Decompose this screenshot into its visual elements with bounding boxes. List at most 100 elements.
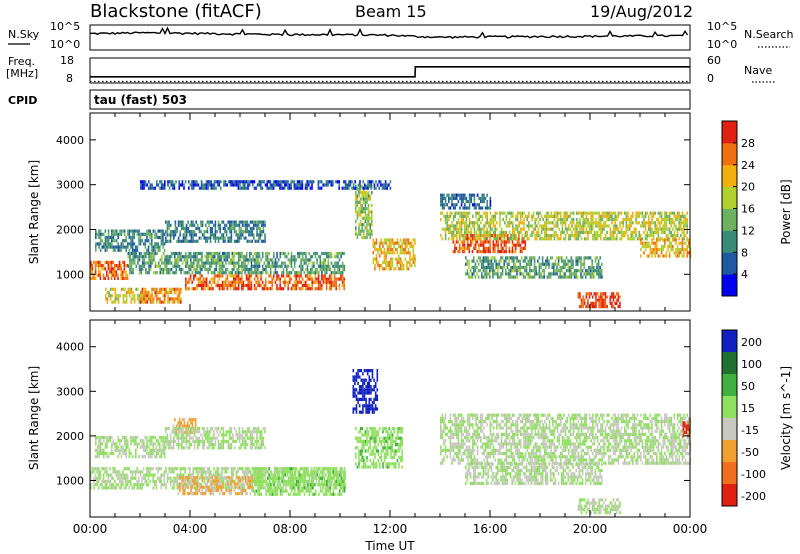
data-cell: [500, 211, 503, 215]
data-cell: [665, 211, 668, 215]
data-cell: [576, 227, 578, 231]
data-cell: [254, 223, 257, 227]
data-cell: [199, 476, 202, 480]
data-cell: [444, 196, 447, 200]
data-cell: [571, 211, 573, 215]
data-cell: [468, 237, 471, 241]
data-cell: [178, 267, 181, 272]
data-cell: [219, 473, 222, 477]
data-cell: [224, 239, 226, 243]
data-cell: [246, 473, 249, 477]
data-cell: [374, 241, 376, 245]
data-cell: [106, 235, 108, 240]
data-cell: [154, 290, 156, 295]
data-cell: [180, 183, 182, 187]
data-cell: [201, 492, 204, 496]
data-cell: [486, 250, 488, 254]
data-cell: [547, 218, 549, 222]
data-cell: [333, 274, 336, 278]
data-cell: [485, 272, 488, 276]
data-cell: [611, 237, 613, 241]
data-cell: [633, 230, 636, 234]
data-cell: [233, 255, 235, 259]
data-cell: [200, 236, 202, 240]
data-cell: [212, 255, 214, 259]
data-cell: [503, 259, 505, 263]
data-cell: [266, 183, 268, 187]
data-cell: [152, 245, 155, 249]
data-cell: [218, 470, 220, 474]
data-cell: [612, 211, 615, 215]
data-cell: [256, 226, 258, 231]
data-cell: [303, 280, 305, 284]
data-cell: [277, 274, 280, 278]
data-cell: [96, 479, 98, 484]
data-cell: [636, 221, 639, 225]
data-cell: [233, 223, 236, 227]
data-cell: [114, 267, 116, 271]
data-cell: [332, 180, 334, 184]
data-cell: [359, 183, 361, 187]
data-cell: [194, 274, 197, 278]
data-cell: [306, 283, 309, 288]
data-cell: [359, 210, 362, 214]
data-cell: [159, 290, 161, 295]
data-cell: [163, 483, 166, 487]
data-cell: [585, 230, 588, 234]
data-cell: [218, 180, 220, 184]
power-x-axis: [89, 113, 691, 311]
data-cell: [485, 256, 488, 260]
data-cell: [358, 232, 360, 236]
data-cell: [383, 186, 385, 190]
data-cell: [481, 234, 483, 238]
data-cell: [233, 261, 235, 265]
data-cell: [683, 254, 685, 258]
data-cell: [106, 297, 109, 301]
data-cell: [285, 267, 288, 272]
nave-tick-bottom: 0: [707, 72, 714, 85]
data-cell: [289, 277, 291, 281]
data-cell: [147, 483, 150, 487]
data-cell: [261, 233, 263, 237]
data-cell: [454, 206, 456, 210]
data-cell: [367, 210, 370, 214]
data-cell: [168, 233, 170, 237]
data-cell: [612, 295, 615, 299]
data-cell: [236, 277, 238, 281]
data-cell: [269, 180, 272, 184]
data-cell: [343, 264, 346, 268]
data-cell: [135, 264, 138, 268]
data-cell: [243, 220, 245, 224]
data-cell: [497, 275, 499, 279]
data-cell: [665, 238, 668, 242]
data-cell: [260, 258, 262, 262]
data-cell: [177, 261, 179, 265]
data-cell: [117, 242, 119, 246]
data-cell: [202, 467, 204, 471]
data-cell: [458, 250, 461, 254]
data-cell: [203, 467, 206, 471]
data-cell: [553, 272, 555, 276]
data-cell: [293, 255, 296, 259]
data-cell: [179, 485, 181, 489]
data-cell: [465, 227, 468, 231]
data-cell: [284, 183, 286, 187]
data-cell: [274, 473, 276, 477]
data-cell: [109, 264, 111, 268]
data-cell: [104, 242, 107, 246]
data-cell: [188, 492, 191, 496]
data-cell: [281, 261, 283, 265]
data-cell: [488, 230, 490, 234]
data-cell: [255, 271, 258, 275]
data-cell: [676, 234, 679, 238]
data-cell: [459, 193, 461, 197]
data-cell: [107, 476, 110, 480]
data-cell: [683, 214, 685, 218]
data-cell: [582, 224, 584, 228]
data-cell: [630, 230, 632, 234]
data-cell: [593, 269, 595, 273]
data-cell: [173, 251, 176, 256]
data-cell: [183, 485, 186, 489]
data-cell: [366, 232, 368, 236]
data-cell: [144, 297, 147, 301]
